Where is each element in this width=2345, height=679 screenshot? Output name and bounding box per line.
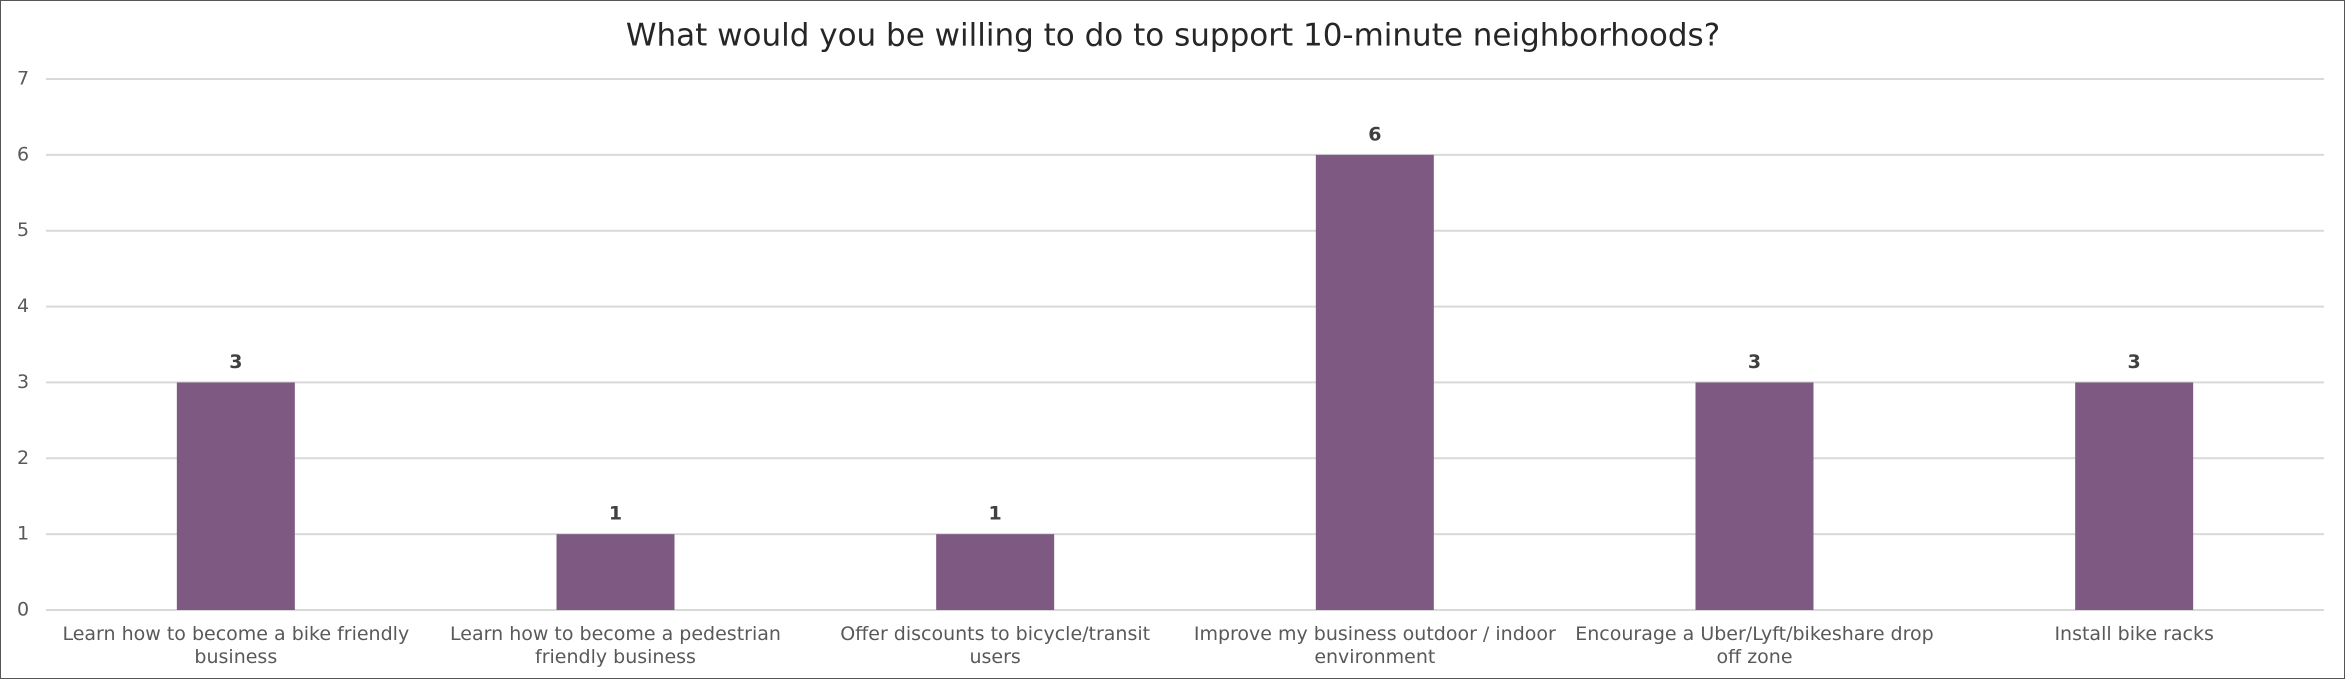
y-tick-label: 0 bbox=[17, 599, 29, 621]
data-label: 1 bbox=[609, 503, 622, 525]
y-tick-label: 7 bbox=[17, 68, 29, 90]
x-tick-label: Install bike racks bbox=[2054, 623, 2214, 645]
y-tick-label: 1 bbox=[17, 523, 29, 545]
data-label: 1 bbox=[989, 503, 1002, 525]
bar bbox=[176, 382, 295, 610]
bar bbox=[1315, 154, 1434, 610]
bar bbox=[1695, 382, 1814, 610]
bar bbox=[936, 534, 1055, 610]
y-tick-label: 5 bbox=[17, 219, 29, 241]
data-label: 3 bbox=[1748, 351, 1761, 373]
data-label: 3 bbox=[229, 351, 242, 373]
x-tick-label: Learn how to become a bike friendly busi… bbox=[62, 623, 410, 668]
chart-title: What would you be willing to do to suppo… bbox=[626, 18, 1720, 54]
bar bbox=[2075, 382, 2194, 610]
y-tick-label: 4 bbox=[17, 295, 29, 317]
x-tick-label: Improve my business outdoor / indoor env… bbox=[1193, 623, 1556, 668]
y-tick-label: 6 bbox=[17, 143, 29, 165]
data-label: 6 bbox=[1368, 123, 1381, 145]
data-label: 3 bbox=[2128, 351, 2141, 373]
y-tick-label: 2 bbox=[17, 447, 29, 469]
x-tick-label: Offer discounts to bicycle/transit users bbox=[840, 623, 1151, 668]
bar bbox=[556, 534, 675, 610]
y-tick-label: 3 bbox=[17, 371, 29, 393]
x-tick-label: Learn how to become a pedestrian friendl… bbox=[450, 623, 781, 668]
x-tick-label: Encourage a Uber/Lyft/bikeshare drop off… bbox=[1575, 623, 1934, 668]
